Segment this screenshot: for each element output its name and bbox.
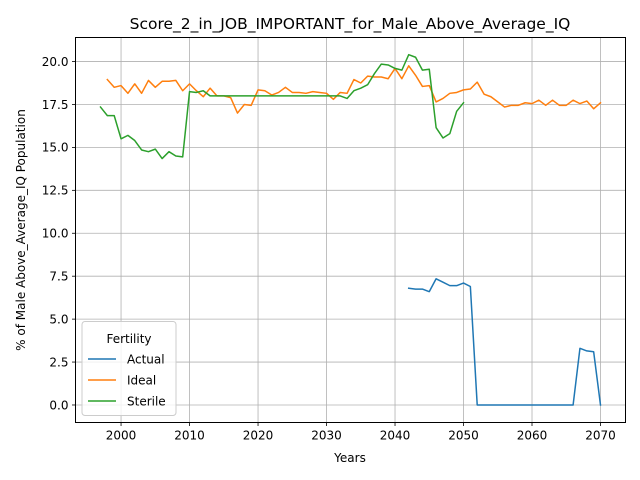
y-tick-label: 7.5 <box>49 269 68 283</box>
y-tick-label: 0.0 <box>49 398 68 412</box>
y-tick-label: 17.5 <box>42 98 69 112</box>
legend-box <box>81 321 177 416</box>
series-line-sterile <box>99 53 465 160</box>
x-tick-label: 2060 <box>517 429 548 443</box>
legend-label-actual: Actual <box>127 352 165 366</box>
x-tick-label: 2040 <box>380 429 411 443</box>
legend: Fertility Actual Ideal Sterile <box>81 321 177 416</box>
legend-entries: Actual Ideal Sterile <box>88 352 166 408</box>
x-axis-label: Years <box>333 451 366 465</box>
legend-label-ideal: Ideal <box>127 373 156 387</box>
x-tick-label: 2050 <box>448 429 479 443</box>
y-tick-label: 12.5 <box>42 184 69 198</box>
y-axis-label: % of Male Above_Average_IQ Population <box>14 109 28 351</box>
series-line-actual <box>407 278 602 406</box>
series-line-ideal <box>106 65 602 114</box>
y-tick-label: 20.0 <box>42 55 69 69</box>
legend-title: Fertility <box>106 332 151 346</box>
y-tick-label: 2.5 <box>49 355 68 369</box>
series-lines <box>99 53 602 406</box>
y-tick-label: 10.0 <box>42 227 69 241</box>
y-tick-label: 15.0 <box>42 141 69 155</box>
y-tick-label: 5.0 <box>49 312 68 326</box>
plot-area-frame <box>75 37 626 423</box>
x-tick-label: 2070 <box>585 429 616 443</box>
x-tick-label: 2010 <box>174 429 205 443</box>
x-tick-label: 2020 <box>243 429 274 443</box>
chart-title: Score_2_in_JOB_IMPORTANT_for_Male_Above_… <box>130 15 571 34</box>
axis-ticks: 2000 2010 2020 2030 2040 2050 2060 2070 0.0 2.5 5.… <box>42 55 616 443</box>
x-tick-label: 2000 <box>106 429 137 443</box>
x-tick-label: 2030 <box>311 429 342 443</box>
legend-label-sterile: Sterile <box>127 394 166 408</box>
